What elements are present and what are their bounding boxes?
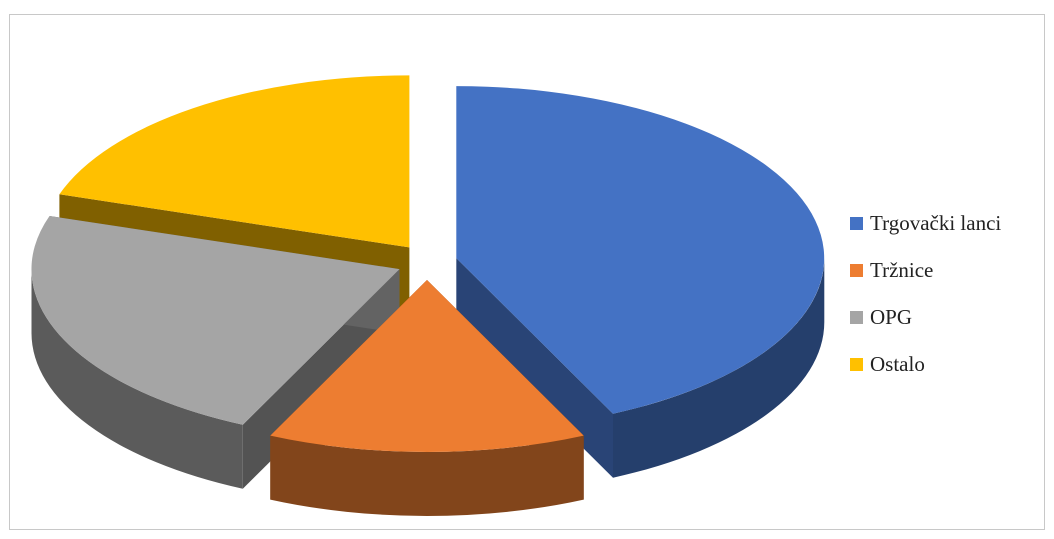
pie-slice-top-trznice bbox=[270, 280, 584, 452]
legend-swatch-ostalo bbox=[850, 358, 863, 371]
legend-item-trznice: Tržnice bbox=[850, 247, 1001, 294]
pie-slice-wall-trznice bbox=[270, 435, 584, 516]
legend-label-ostalo: Ostalo bbox=[870, 352, 925, 376]
legend-item-ostalo: Ostalo bbox=[850, 341, 1001, 388]
legend-label-trznice: Tržnice bbox=[870, 258, 934, 282]
legend-label-trgovacki-lanci: Trgovački lanci bbox=[870, 211, 1002, 235]
legend-swatch-trgovacki-lanci bbox=[850, 217, 863, 230]
pie-slice-opg bbox=[31, 216, 400, 489]
legend-item-trgovacki-lanci: Trgovački lanci bbox=[850, 200, 1001, 247]
pie-slice-top-trgovacki-lanci bbox=[456, 86, 825, 414]
chart-legend: Trgovački lanci Tržnice OPG Ostalo bbox=[850, 200, 1001, 388]
pie-slice-trgovacki-lanci bbox=[456, 86, 825, 478]
legend-swatch-opg bbox=[850, 311, 863, 324]
pie-slice-top-opg bbox=[31, 216, 400, 425]
legend-swatch-trznice bbox=[850, 264, 863, 277]
pie-slice-wall-trgovacki-lanci bbox=[613, 258, 825, 478]
legend-item-opg: OPG bbox=[850, 294, 1001, 341]
legend-label-opg: OPG bbox=[870, 305, 913, 329]
pie-slice-wall-opg bbox=[31, 269, 243, 489]
pie-slice-trznice bbox=[270, 280, 584, 516]
pie-slice-top-ostalo bbox=[59, 75, 410, 248]
pie-slice-side-trgovacki-lanci bbox=[456, 258, 613, 478]
